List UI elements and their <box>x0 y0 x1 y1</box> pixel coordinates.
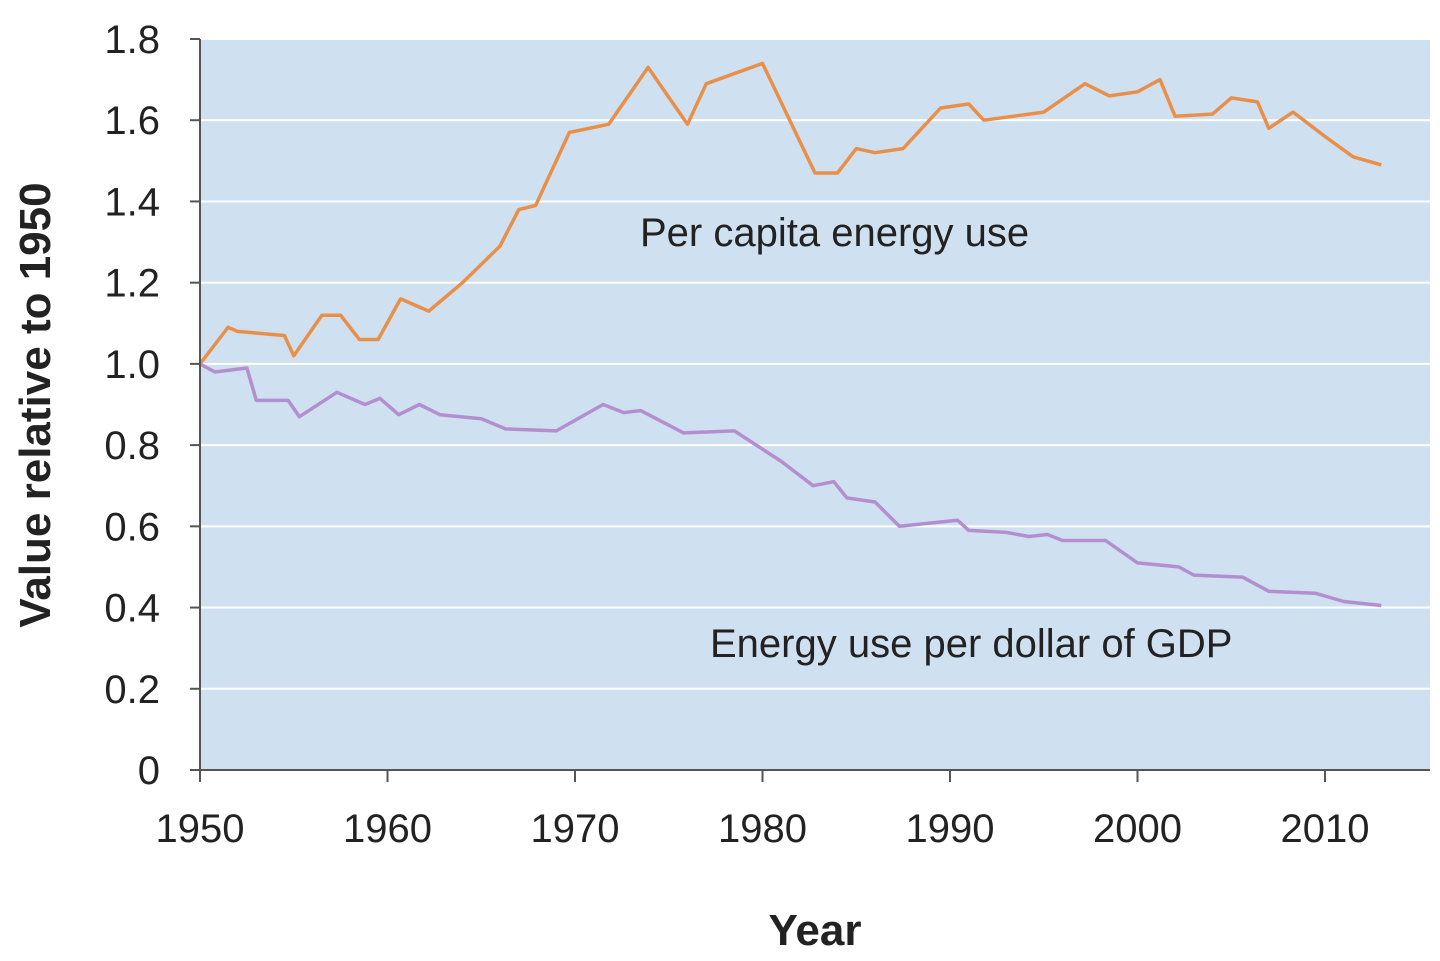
y-tick-label: 0.8 <box>104 424 160 468</box>
series-line <box>198 61 1382 365</box>
series-annotation: Per capita energy use <box>640 211 1029 255</box>
x-tick-label: 2000 <box>1093 807 1182 851</box>
series-annotation: Energy use per dollar of GDP <box>710 622 1232 666</box>
y-tick-label: 1.2 <box>104 262 160 306</box>
y-tick-label: 0.2 <box>104 668 160 712</box>
y-tick-label: 0.4 <box>104 587 160 631</box>
y-tick-label: 1.6 <box>104 99 160 143</box>
y-axis-label: Value relative to 1950 <box>11 182 60 627</box>
x-tick-label: 2010 <box>1281 807 1370 851</box>
y-tick-label: 0 <box>138 749 160 793</box>
x-tick-label: 1960 <box>343 807 432 851</box>
y-tick-label: 1.0 <box>104 343 160 387</box>
x-axis-label: Year <box>769 906 862 955</box>
plot-background <box>200 39 1430 770</box>
x-tick-label: 1970 <box>531 807 620 851</box>
y-tick-label: 1.8 <box>104 18 160 62</box>
series-line <box>199 362 1382 608</box>
x-tick-label: 1990 <box>906 807 995 851</box>
y-tick-label: 1.4 <box>104 180 160 224</box>
x-tick-label: 1980 <box>718 807 807 851</box>
y-tick-label: 0.6 <box>104 505 160 549</box>
x-tick-label: 1950 <box>156 807 245 851</box>
